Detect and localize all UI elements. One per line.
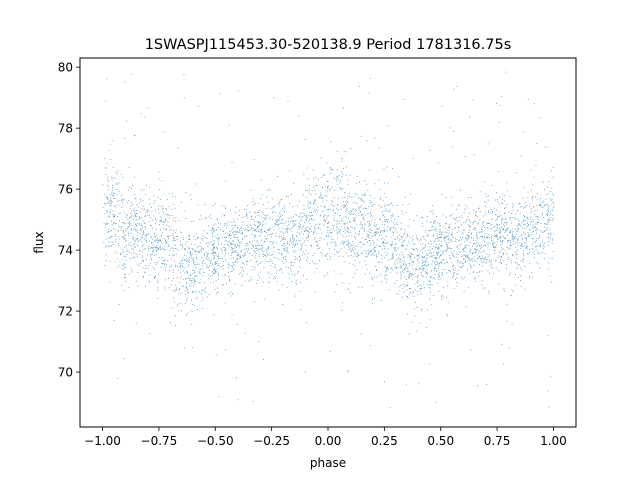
x-axis-label: phase	[310, 456, 346, 470]
x-tick-label: −0.50	[197, 434, 234, 448]
x-tick-label: −0.75	[141, 434, 178, 448]
x-axis: −1.00 −0.75 −0.50 −0.25 0.00 0.25 0.50 0.75 1.00	[84, 427, 567, 448]
y-tick-label: 74	[58, 244, 73, 258]
y-axis-label: flux	[32, 231, 46, 253]
x-tick-label: 0.25	[371, 434, 398, 448]
x-tick-label: 0.50	[427, 434, 454, 448]
x-tick-label: 0.75	[484, 434, 511, 448]
y-tick-label: 76	[58, 183, 73, 197]
y-axis: 70 72 74 76 78 80	[58, 61, 80, 380]
x-tick-label: −1.00	[84, 434, 121, 448]
y-tick-label: 80	[58, 61, 73, 75]
y-tick-label: 72	[58, 305, 73, 319]
y-tick-label: 70	[58, 366, 73, 380]
x-tick-label: −0.25	[253, 434, 290, 448]
y-tick-label: 78	[58, 122, 73, 136]
x-tick-label: 0.00	[315, 434, 342, 448]
chart-title: 1SWASPJ115453.30-520138.9 Period 1781316…	[145, 37, 512, 53]
x-tick-label: 1.00	[540, 434, 567, 448]
